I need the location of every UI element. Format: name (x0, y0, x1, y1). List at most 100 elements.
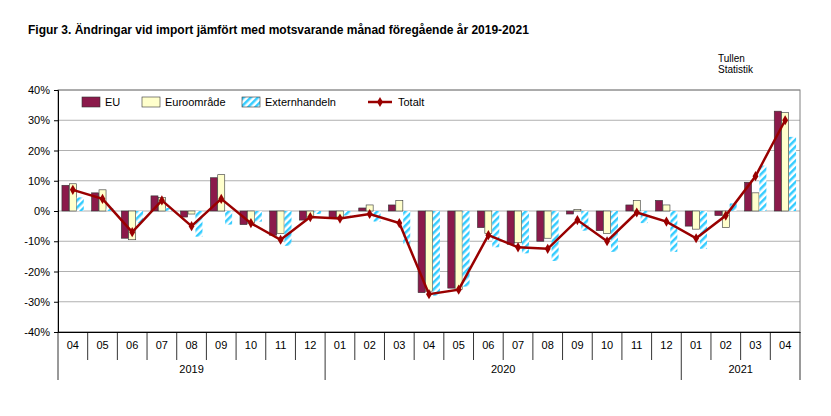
marker (456, 285, 462, 295)
marker (248, 218, 254, 228)
marker (100, 194, 106, 204)
y-tick-label: 40% (28, 84, 50, 96)
group-separator (800, 360, 801, 380)
marker (278, 235, 284, 245)
group-separator (58, 360, 59, 380)
x-tick: 08 (542, 332, 554, 351)
x-tick: 10 (601, 332, 613, 351)
grid-line (58, 120, 800, 121)
bar (388, 205, 395, 211)
y-tick-mark (54, 272, 58, 273)
marker (634, 207, 640, 217)
bar (537, 211, 544, 241)
y-tick: -40% (24, 326, 58, 338)
bar (314, 211, 321, 214)
marker (574, 215, 580, 225)
legend-label: Totalt (398, 96, 424, 108)
group-label: 2021 (728, 363, 752, 375)
bar (225, 211, 232, 225)
x-separator (236, 332, 237, 360)
x-tick-label: 04 (779, 339, 791, 351)
x-tick: 03 (393, 332, 405, 351)
bar (789, 137, 796, 211)
x-separator (384, 332, 385, 360)
bar (77, 197, 84, 211)
bar (626, 205, 633, 211)
y-tick: -30% (24, 296, 58, 308)
x-tick: 07 (156, 332, 168, 351)
marker (218, 194, 224, 204)
x-tick-label: 07 (512, 339, 524, 351)
bar (344, 211, 351, 216)
y-tick-label: -10% (24, 235, 50, 247)
x-tick-label: 04 (423, 339, 435, 351)
source: Tullen (718, 53, 745, 64)
bar (477, 211, 484, 228)
x-tick-label: 01 (334, 339, 346, 351)
marker (426, 289, 432, 299)
bar (62, 185, 69, 211)
x-tick-label: 08 (185, 339, 197, 351)
y-tick-label: -30% (24, 296, 50, 308)
marker (693, 233, 699, 243)
marker (337, 213, 343, 223)
x-separator (147, 332, 148, 360)
x-separators (58, 332, 800, 380)
y-tick-mark (54, 302, 58, 303)
bar (277, 211, 284, 234)
legend-marker (377, 97, 383, 107)
x-tick: 01 (334, 332, 346, 351)
x-tick: 09 (215, 332, 227, 351)
chart: Figur 3. Ändringar vid import jämfört me… (0, 0, 831, 416)
grid (58, 90, 800, 332)
x-tick-label: 06 (482, 339, 494, 351)
y-tick: 10% (28, 175, 58, 187)
bar (129, 211, 136, 240)
x-tick-label: 12 (660, 339, 672, 351)
bar (69, 184, 76, 211)
x-tick-label: 11 (275, 339, 286, 351)
plot-frame (58, 90, 800, 332)
x-separator (414, 332, 415, 360)
bar (299, 211, 306, 220)
y-tick-label: -40% (24, 326, 50, 338)
y-tick-mark (54, 211, 58, 212)
y-tick: -20% (24, 266, 58, 278)
x-separator (651, 332, 652, 360)
markers (70, 115, 788, 299)
x-separator (176, 332, 177, 360)
bar (656, 200, 663, 211)
x-tick-label: 12 (304, 339, 316, 351)
marker (663, 216, 669, 226)
x-tick: 11 (631, 332, 642, 351)
x-tick: 02 (364, 332, 376, 351)
x-tick-label: 05 (96, 339, 108, 351)
x-tick: 04 (67, 332, 79, 351)
x-separator (206, 332, 207, 360)
legend-swatch (82, 97, 100, 107)
legend-label: Euroområde (165, 96, 226, 108)
x-separator (621, 332, 622, 360)
bar (752, 193, 759, 211)
bar (515, 211, 522, 243)
y-tick: 30% (28, 114, 58, 126)
bar (759, 166, 766, 211)
title: Figur 3. Ändringar vid import jämfört me… (28, 22, 529, 37)
bar (566, 211, 573, 214)
x-tick: 05 (96, 332, 108, 351)
y-tick-mark (54, 120, 58, 121)
bar (544, 211, 551, 238)
bar (574, 209, 581, 211)
x-separator (532, 332, 533, 360)
bar-series (62, 111, 781, 292)
bar (715, 211, 722, 216)
line (73, 120, 785, 294)
bar (448, 211, 455, 288)
legend-label: EU (105, 96, 120, 108)
y-tick-label: 0% (34, 205, 50, 217)
bar (255, 211, 262, 222)
bar-series (77, 137, 796, 296)
bar (604, 211, 611, 234)
y-tick-label: 20% (28, 145, 50, 157)
x-tick: 05 (453, 332, 465, 351)
